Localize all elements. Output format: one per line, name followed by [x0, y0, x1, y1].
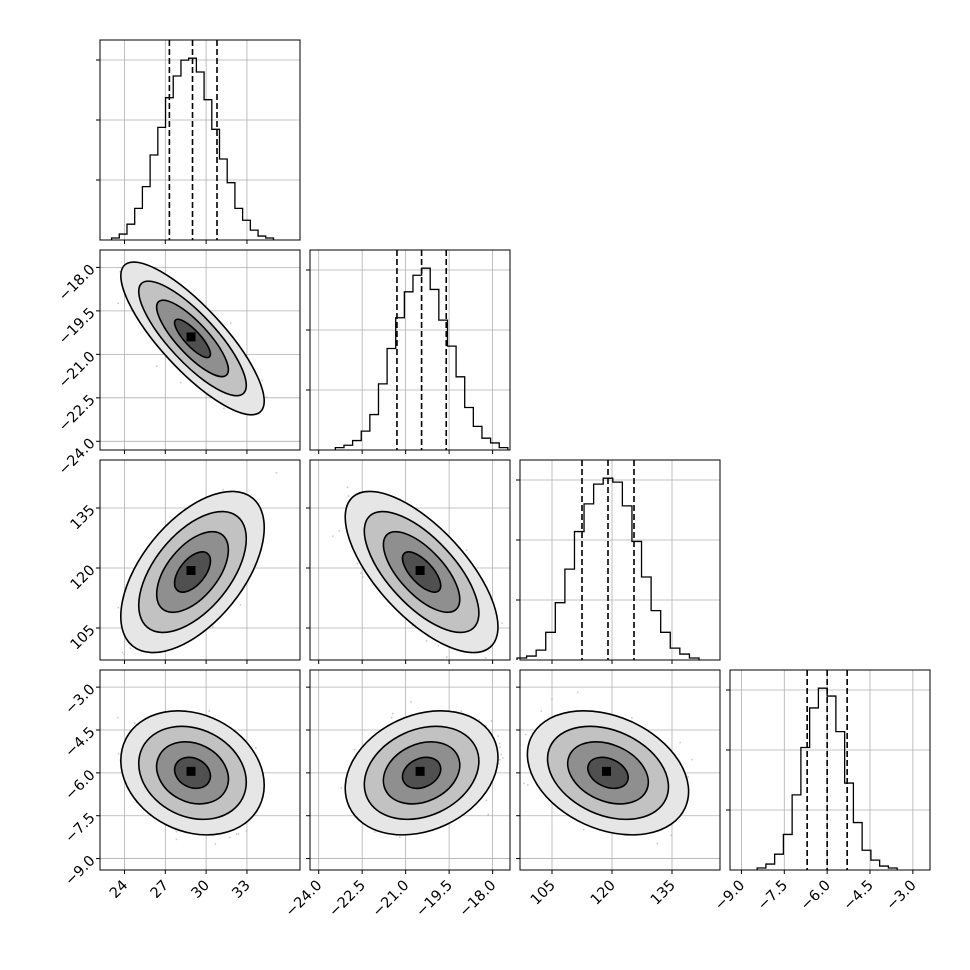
contour-line — [137, 280, 248, 397]
contour-line — [401, 551, 442, 593]
y-tick-label: −24.0 — [56, 436, 99, 479]
axes-frame — [729, 669, 931, 871]
y-tick-label: 135 — [68, 502, 99, 533]
axes-frame — [519, 459, 721, 661]
scatter-panel-4-2 — [309, 669, 511, 871]
panel-content — [100, 250, 300, 450]
y-tick-label: 105 — [68, 622, 99, 653]
contour-line — [526, 710, 690, 836]
x-tick-label: −24.0 — [283, 878, 326, 921]
x-tick-label: 105 — [528, 878, 559, 909]
density-peak — [186, 566, 196, 575]
x-tick-label: −18.0 — [457, 878, 500, 921]
contour-line — [173, 756, 212, 790]
scatter-panel-3-1 — [99, 459, 301, 661]
x-tick-label: 30 — [189, 878, 213, 902]
contour-line — [382, 530, 461, 614]
panel-content — [310, 460, 510, 660]
panel-content — [100, 670, 300, 870]
x-tick-label: −9.0 — [712, 878, 748, 914]
density-peak — [415, 766, 425, 776]
contour-line — [155, 530, 230, 614]
axes-frame — [519, 669, 721, 871]
x-tick-label: 24 — [107, 878, 131, 902]
panel-content — [310, 670, 510, 870]
histogram-panel-4 — [726, 669, 931, 871]
x-tick-label: −4.5 — [841, 878, 877, 914]
x-tick-label: −22.5 — [326, 878, 369, 921]
y-tick-label: −4.5 — [62, 724, 98, 760]
histogram-panel-2 — [306, 249, 511, 451]
x-tick-label: −7.5 — [755, 878, 791, 914]
density-peak — [186, 766, 196, 776]
y-tick-label: −9.0 — [62, 853, 98, 889]
axes-frame — [309, 669, 511, 871]
scatter-panel-4-3 — [519, 669, 721, 871]
x-tick-label: −6.0 — [798, 878, 834, 914]
axes-frame — [309, 459, 511, 661]
axes-frame — [99, 459, 301, 661]
axes-frame — [99, 669, 301, 871]
y-tick-label: 120 — [68, 562, 99, 593]
panel-content — [100, 460, 300, 660]
x-tick-label: 135 — [648, 878, 679, 909]
panel-content — [520, 670, 720, 870]
y-tick-label: −22.5 — [56, 392, 99, 435]
y-tick-label: −21.0 — [56, 349, 99, 392]
contour-line — [363, 510, 480, 634]
axes-frame — [99, 249, 301, 451]
axes-frame — [309, 249, 511, 451]
contour-line — [120, 261, 266, 416]
y-tick-label: −19.5 — [56, 305, 99, 348]
contour-line — [382, 741, 461, 805]
histogram-panel-1 — [96, 39, 301, 241]
contour-line — [137, 510, 248, 634]
scatter-panel-3-2 — [309, 459, 511, 661]
contour-line — [120, 490, 266, 654]
scatter-panel-2-1 — [99, 249, 301, 451]
x-tick-label: 33 — [229, 878, 253, 902]
contour-line — [344, 710, 499, 836]
contour-line — [401, 756, 442, 790]
contour-line — [155, 299, 230, 378]
contour-line — [173, 551, 212, 593]
density-peak — [415, 566, 425, 575]
contour-line — [173, 318, 212, 359]
x-tick-label: −3.0 — [883, 878, 919, 914]
contour-line — [587, 756, 629, 790]
x-tick-label: −21.0 — [370, 878, 413, 921]
y-tick-label: −18.0 — [56, 262, 99, 305]
y-tick-label: −3.0 — [62, 681, 98, 717]
contour-line — [344, 490, 499, 654]
x-tick-label: 27 — [148, 878, 172, 902]
density-peak — [186, 332, 196, 342]
contour-line — [546, 725, 670, 821]
x-tick-label: −19.5 — [413, 878, 456, 921]
contour-line — [137, 725, 248, 821]
contour-line — [120, 710, 266, 836]
y-tick-label: −7.5 — [62, 810, 98, 846]
histogram-panel-3 — [516, 459, 721, 661]
x-tick-label: 120 — [588, 878, 619, 909]
contour-line — [155, 741, 230, 805]
y-tick-label: −6.0 — [62, 767, 98, 803]
contour-line — [363, 725, 480, 821]
contour-line — [566, 741, 650, 805]
scatter-panel-4-1 — [99, 669, 301, 871]
axes-frame — [99, 39, 301, 241]
density-peak — [602, 766, 611, 776]
